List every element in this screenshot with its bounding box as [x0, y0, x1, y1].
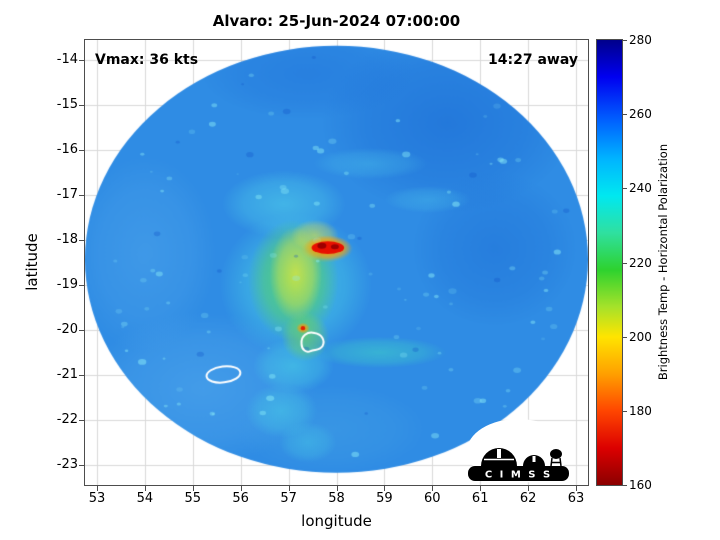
y-tick-label: -15 — [56, 97, 78, 113]
x-tick-label: 61 — [471, 491, 489, 506]
y-tick-label: -14 — [56, 52, 78, 68]
x-tick-label: 54 — [136, 491, 154, 506]
y-tick-mark — [79, 329, 84, 331]
colorbar-tick-mark — [623, 336, 627, 338]
colorbar-tick-label: 240 — [629, 181, 652, 196]
y-tick-label: -20 — [56, 321, 78, 337]
y-tick-mark — [79, 105, 84, 107]
x-tick-label: 56 — [232, 491, 249, 506]
y-tick-label: -17 — [56, 187, 78, 203]
y-tick-mark — [79, 284, 84, 286]
logo-text: C I M S S — [485, 470, 552, 481]
x-tick-mark — [480, 486, 482, 491]
x-tick-mark — [576, 486, 578, 491]
colorbar-tick-label: 160 — [629, 478, 652, 492]
colorbar-label: Brightness Temp - Horizontal Polarizatio… — [656, 143, 670, 381]
y-tick-mark — [79, 464, 84, 466]
heatmap-canvas — [85, 40, 588, 485]
x-tick-label: 58 — [328, 491, 345, 506]
x-tick-label: 53 — [88, 491, 106, 506]
y-tick-label: -23 — [56, 456, 78, 472]
colorbar-tick-mark — [623, 188, 627, 190]
colorbar — [596, 39, 623, 486]
x-tick-mark — [144, 486, 146, 491]
colorbar-tick-label: 220 — [629, 255, 652, 270]
colorbar-tick-mark — [623, 262, 627, 264]
y-axis-label: latitude — [23, 233, 41, 291]
x-tick-mark — [336, 486, 338, 491]
x-tick-mark — [432, 486, 434, 491]
x-tick-label: 57 — [280, 491, 297, 506]
colorbar-tick-label: 200 — [629, 329, 652, 344]
y-tick-mark — [79, 240, 84, 242]
x-tick-label: 55 — [184, 491, 202, 506]
y-tick-label: -22 — [56, 411, 78, 427]
x-tick-mark — [240, 486, 242, 491]
logo-band — [468, 466, 569, 481]
vmax-annotation: Vmax: 36 kts — [95, 52, 199, 68]
water-tower-tank-icon — [550, 449, 562, 459]
x-tick-mark — [288, 486, 290, 491]
y-tick-label: -19 — [56, 276, 78, 292]
colorbar-tick-mark — [623, 40, 627, 41]
y-tick-mark — [79, 419, 84, 421]
y-tick-mark — [79, 150, 84, 152]
time-away-annotation: 14:27 away — [488, 52, 578, 68]
colorbar-tick-mark — [623, 114, 627, 116]
y-tick-mark — [79, 374, 84, 376]
colorbar-tick-label: 180 — [629, 403, 652, 418]
x-tick-label: 62 — [519, 491, 537, 506]
colorbar-gradient — [597, 40, 622, 485]
y-tick-label: -21 — [56, 366, 78, 382]
x-tick-label: 63 — [567, 491, 585, 506]
dome-slit-small-icon — [532, 456, 536, 462]
x-tick-mark — [96, 486, 98, 491]
dome-slit-large-icon — [497, 449, 501, 458]
plot-area: Vmax: 36 kts 14:27 away C I M S S — [84, 39, 589, 486]
plot-title: Alvaro: 25-Jun-2024 07:00:00 — [212, 12, 461, 30]
x-tick-label: 59 — [376, 491, 393, 506]
x-tick-mark — [528, 486, 530, 491]
x-tick-mark — [384, 486, 386, 491]
y-tick-mark — [79, 195, 84, 197]
x-tick-mark — [192, 486, 194, 491]
colorbar-tick-label: 260 — [629, 107, 652, 122]
colorbar-tick-mark — [623, 485, 627, 486]
x-tick-label: 60 — [424, 491, 441, 506]
colorbar-tick-mark — [623, 410, 627, 412]
y-tick-label: -18 — [56, 232, 78, 248]
cimss-logo: C I M S S — [467, 419, 569, 483]
y-tick-mark — [79, 60, 84, 62]
colorbar-tick-label: 280 — [629, 33, 652, 47]
water-tower-legs-icon — [550, 457, 562, 467]
x-axis-label: longitude — [301, 512, 372, 530]
y-tick-label: -16 — [56, 142, 78, 158]
